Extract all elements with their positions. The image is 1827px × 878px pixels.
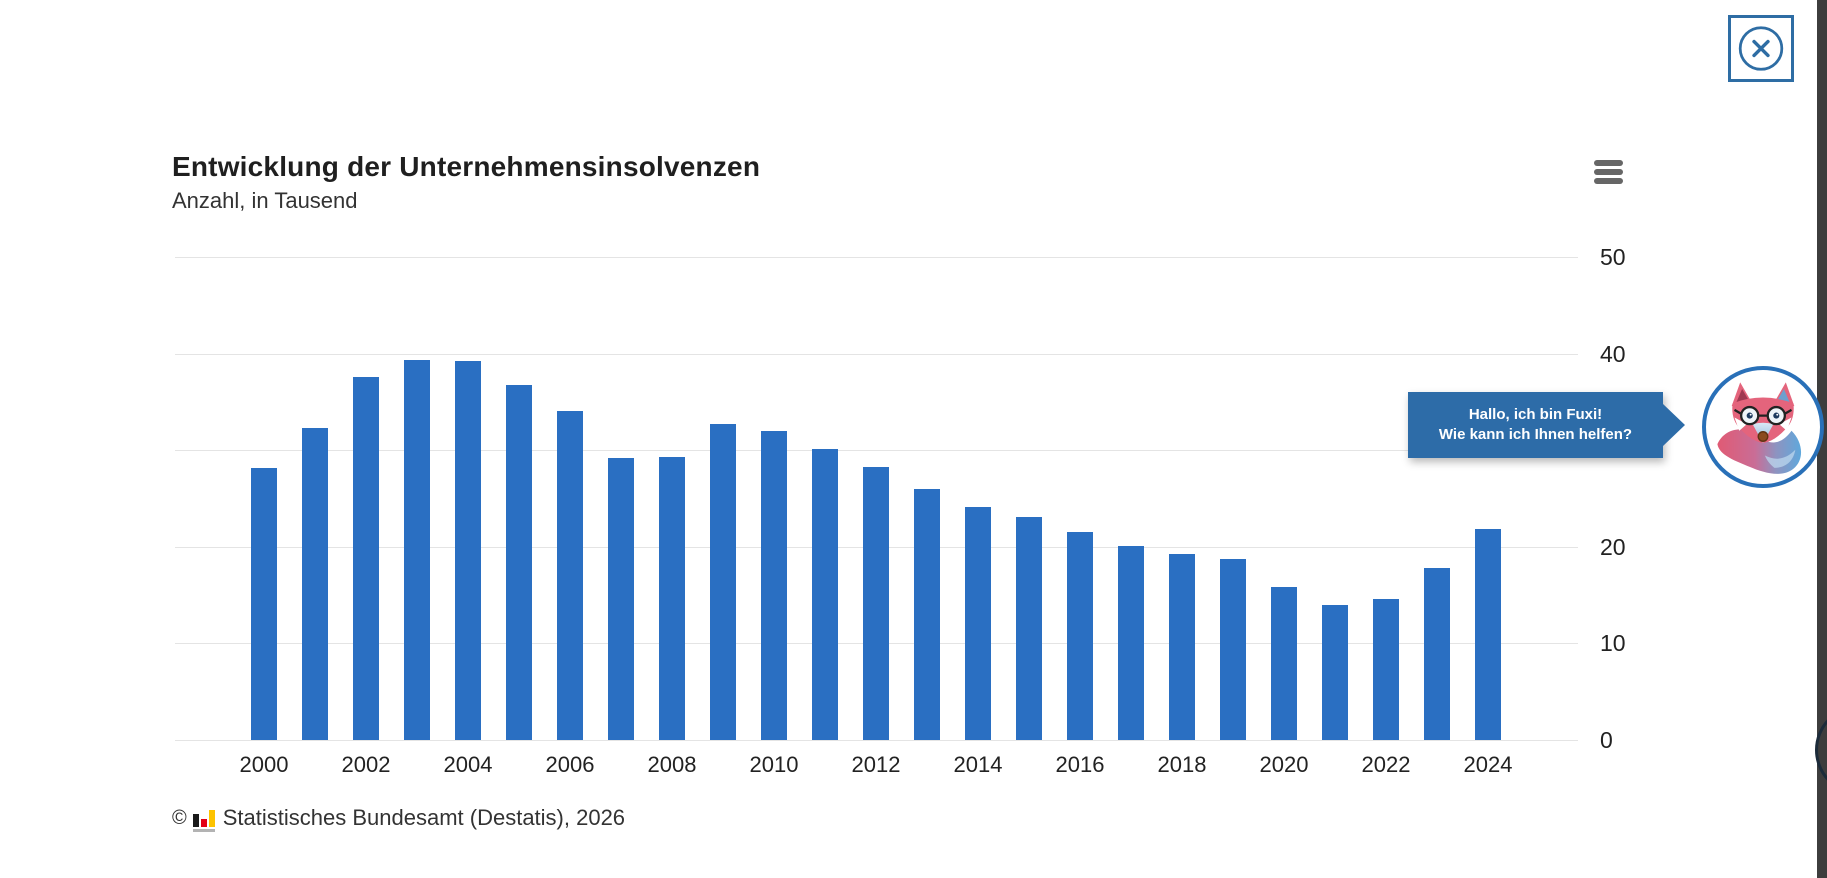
bar-2012[interactable] <box>863 466 889 740</box>
x-axis-label-2022: 2022 <box>1361 752 1411 777</box>
bar-2003[interactable] <box>404 360 430 740</box>
y-axis-label-10: 10 <box>1600 630 1626 657</box>
chat-greeting-bubble[interactable]: Hallo, ich bin Fuxi! Wie kann ich Ihnen … <box>1408 392 1685 458</box>
bar-2015[interactable] <box>1016 516 1042 740</box>
source-line: © Statistisches Bundesamt (Destatis), 20… <box>172 802 625 834</box>
copyright-symbol: © <box>172 806 187 829</box>
y-axis-label-0: 0 <box>1600 727 1613 753</box>
fuxi-chat-avatar-button[interactable] <box>1702 366 1824 488</box>
destatis-bar-chart-icon <box>192 805 217 832</box>
bar-2017[interactable] <box>1118 545 1144 740</box>
bar-2022[interactable] <box>1373 598 1399 740</box>
gridline-50 <box>175 257 1578 258</box>
bar-2023[interactable] <box>1424 568 1450 740</box>
bar-2024[interactable] <box>1475 529 1501 740</box>
bubble-arrow-icon <box>1663 404 1685 446</box>
gridline-0 <box>175 740 1578 741</box>
x-axis-label-2024: 2024 <box>1463 752 1513 777</box>
y-axis-label-20: 20 <box>1600 533 1626 560</box>
x-axis-label-2012: 2012 <box>851 752 901 777</box>
bubble-line2: Wie kann ich Ihnen helfen? <box>1438 426 1633 443</box>
chart-subtitle: Anzahl, in Tausend <box>172 188 358 213</box>
chart-title: Entwicklung der Unternehmensinsolvenzen <box>172 151 761 182</box>
bar-2006[interactable] <box>557 410 583 740</box>
bar-2014[interactable] <box>965 507 991 740</box>
y-axis-label-40: 40 <box>1600 340 1626 367</box>
gridline-40 <box>175 353 1578 355</box>
x-axis-label-2016: 2016 <box>1055 752 1105 777</box>
x-axis-label-2014: 2014 <box>953 752 1003 777</box>
bar-2004[interactable] <box>455 361 481 740</box>
source-text: Statistisches Bundesamt (Destatis), 2026 <box>222 805 626 830</box>
x-axis-label-2006: 2006 <box>545 752 595 777</box>
bubble-line1: Hallo, ich bin Fuxi! <box>1468 406 1603 423</box>
bar-2001[interactable] <box>302 427 328 740</box>
gridline-30 <box>175 450 1578 452</box>
bar-2000[interactable] <box>251 467 277 740</box>
x-axis-label-2008: 2008 <box>647 752 697 777</box>
bar-2021[interactable] <box>1322 604 1348 740</box>
bar-2016[interactable] <box>1067 532 1093 740</box>
x-axis-label-2002: 2002 <box>341 752 391 777</box>
bar-2020[interactable] <box>1271 587 1297 740</box>
x-axis-label-2018: 2018 <box>1157 752 1207 777</box>
bar-2002[interactable] <box>353 376 379 740</box>
hamburger-menu-icon <box>1594 160 1626 184</box>
fuxi-fox-icon <box>1717 382 1802 474</box>
close-icon <box>1738 26 1784 71</box>
bar-2008[interactable] <box>659 456 685 740</box>
bar-2018[interactable] <box>1169 553 1195 740</box>
bar-2013[interactable] <box>914 488 940 740</box>
bar-2007[interactable] <box>608 457 634 740</box>
x-axis-label-2020: 2020 <box>1259 752 1309 777</box>
y-axis-label-50: 50 <box>1600 244 1626 270</box>
bar-2005[interactable] <box>506 384 532 740</box>
x-axis-label-2010: 2010 <box>749 752 799 777</box>
bar-2010[interactable] <box>761 430 787 740</box>
x-axis-label-2004: 2004 <box>443 752 493 777</box>
close-button[interactable] <box>1728 15 1794 82</box>
bar-2011[interactable] <box>812 449 838 740</box>
x-axis-label-2000: 2000 <box>239 752 289 777</box>
chart-context-menu-button[interactable] <box>1590 154 1630 190</box>
bar-2009[interactable] <box>710 424 736 740</box>
bar-2019[interactable] <box>1220 559 1246 740</box>
